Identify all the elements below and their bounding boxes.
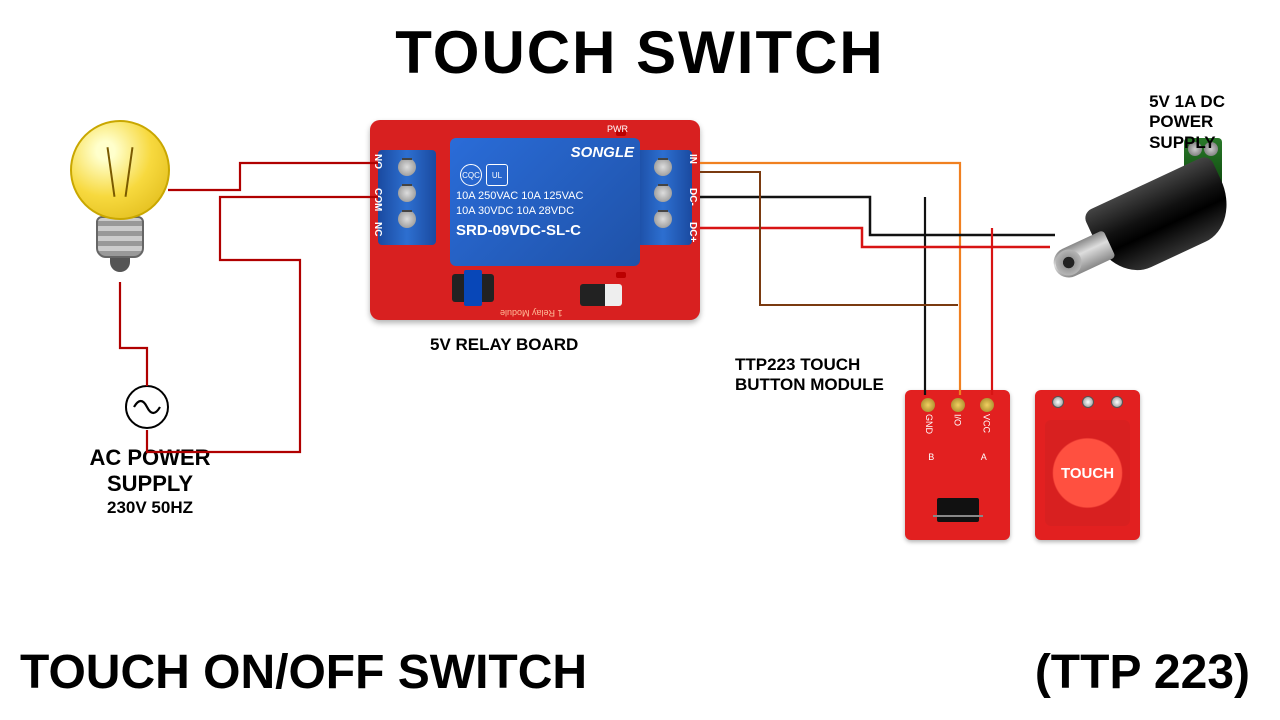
- relay-terminal-right: [634, 150, 692, 245]
- wiring: [0, 0, 1280, 720]
- touch-pin-io: I/O: [953, 414, 963, 434]
- touch-label: TTP223 TOUCH BUTTON MODULE: [735, 355, 884, 396]
- pin-com: COM: [372, 188, 383, 211]
- pin-no: NO: [372, 154, 383, 169]
- subtitle-left: TOUCH ON/OFF SWITCH: [20, 645, 587, 700]
- main-title: TOUCH SWITCH: [395, 18, 885, 87]
- touch-pad: TOUCH: [1045, 420, 1130, 526]
- ac-supply-label: AC POWER SUPPLY 230V 50HZ: [60, 445, 240, 518]
- pin-dcp: DC+: [687, 222, 698, 242]
- dc-label: 5V 1A DC POWER SUPPLY: [1149, 92, 1225, 153]
- relay-component: SONGLE CQC UL 10A 250VAC 10A 125VAC 10A …: [450, 138, 640, 266]
- ac-source-symbol: [125, 385, 169, 429]
- touch-pin-vcc: VCC: [981, 414, 991, 434]
- relay-label: 5V RELAY BOARD: [430, 335, 578, 355]
- act-led: [616, 272, 626, 278]
- pin-in: IN: [687, 154, 698, 164]
- optocoupler: [580, 284, 622, 306]
- touch-module-back: TOUCH: [1035, 390, 1140, 540]
- jumper: [452, 274, 494, 302]
- dc-power-jack: [1092, 180, 1232, 258]
- touch-pin-gnd: GND: [924, 414, 934, 434]
- relay-board: NO COM NC IN DC- DC+ SONGLE CQC UL 10A 2…: [370, 120, 700, 320]
- pwr-label: PWR: [607, 124, 628, 134]
- subtitle-right: (TTP 223): [1035, 645, 1250, 700]
- relay-terminal-left: [378, 150, 436, 245]
- touch-module-front: GND I/O VCC BA: [905, 390, 1010, 540]
- pin-dcm: DC-: [687, 188, 698, 206]
- relay-module-text: 1 Relay Module: [500, 308, 563, 318]
- pin-nc: NC: [372, 222, 383, 236]
- touch-ic-chip: [937, 498, 979, 522]
- light-bulb: [70, 120, 170, 272]
